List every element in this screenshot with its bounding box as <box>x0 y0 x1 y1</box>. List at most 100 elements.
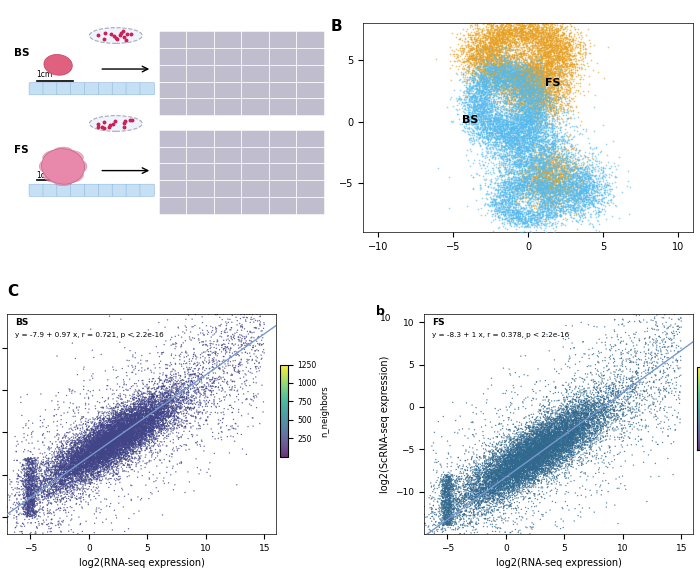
Point <box>535 223 546 232</box>
Point <box>552 79 563 88</box>
Point <box>526 426 538 435</box>
Point <box>557 453 568 463</box>
Point <box>538 412 549 421</box>
Point <box>175 391 186 401</box>
Point <box>526 118 537 127</box>
Point <box>517 95 528 104</box>
Point <box>506 119 517 129</box>
Point <box>501 464 512 473</box>
Point <box>538 172 550 181</box>
Point <box>600 404 611 413</box>
Point <box>124 446 135 455</box>
Point <box>503 477 514 486</box>
Point <box>524 440 536 449</box>
Point <box>519 103 530 112</box>
Point <box>134 438 145 447</box>
Point <box>512 135 524 145</box>
Point <box>472 137 483 146</box>
Point <box>108 404 120 413</box>
Point <box>425 514 436 523</box>
Point <box>517 463 528 472</box>
Point <box>559 419 570 428</box>
Point <box>553 179 564 188</box>
Point <box>144 410 155 419</box>
Point <box>29 497 41 506</box>
Point <box>521 210 532 219</box>
Point <box>478 119 489 128</box>
Point <box>101 430 112 439</box>
Point <box>512 54 524 63</box>
Point <box>499 199 510 208</box>
Point <box>596 405 608 414</box>
Ellipse shape <box>41 149 85 184</box>
Point <box>519 34 530 43</box>
Point <box>111 428 122 437</box>
Point <box>625 356 636 366</box>
Point <box>547 170 558 180</box>
Point <box>629 317 641 326</box>
Point <box>468 41 480 50</box>
Point <box>505 136 517 145</box>
Point <box>114 435 125 444</box>
Point <box>29 483 41 492</box>
Point <box>92 446 103 455</box>
Point <box>516 84 527 93</box>
Point <box>601 498 612 507</box>
Point <box>542 172 553 181</box>
Point <box>122 434 133 443</box>
Point <box>550 443 561 452</box>
Point <box>135 402 146 412</box>
Point <box>481 44 492 53</box>
Point <box>564 448 575 457</box>
Point <box>112 416 123 425</box>
Point <box>549 123 560 133</box>
Point <box>106 429 117 439</box>
Point <box>111 428 122 437</box>
Point <box>487 33 498 42</box>
Point <box>505 69 516 78</box>
Point <box>529 91 540 100</box>
Point <box>553 72 564 82</box>
Point <box>505 467 517 476</box>
Point <box>577 440 588 449</box>
Point <box>552 185 564 194</box>
Point <box>521 221 532 230</box>
Point <box>139 421 150 430</box>
Point <box>552 432 564 441</box>
Point <box>552 430 563 440</box>
Point <box>500 138 511 147</box>
Point <box>176 360 187 369</box>
Point <box>96 441 107 450</box>
Point <box>559 98 570 107</box>
Point <box>549 56 560 65</box>
Point <box>548 444 559 453</box>
Point <box>580 188 591 197</box>
Point <box>551 91 562 100</box>
Point <box>125 463 136 472</box>
Point <box>438 498 449 507</box>
Point <box>508 142 519 151</box>
Point <box>491 62 502 71</box>
Point <box>532 495 543 504</box>
Point <box>80 441 91 450</box>
Point <box>508 203 519 212</box>
Point <box>470 40 482 49</box>
Point <box>531 125 542 134</box>
Point <box>84 435 95 444</box>
Point <box>69 453 80 463</box>
Point <box>635 375 646 384</box>
Point <box>136 413 148 422</box>
Point <box>490 144 501 153</box>
Point <box>538 444 550 453</box>
Point <box>442 475 453 484</box>
Point <box>520 180 531 189</box>
Point <box>112 436 123 445</box>
Point <box>185 380 196 389</box>
Point <box>519 208 530 218</box>
Point <box>505 25 516 34</box>
Point <box>178 387 189 396</box>
Point <box>482 47 493 56</box>
Point <box>486 470 498 479</box>
Point <box>588 394 599 404</box>
Point <box>69 480 80 490</box>
